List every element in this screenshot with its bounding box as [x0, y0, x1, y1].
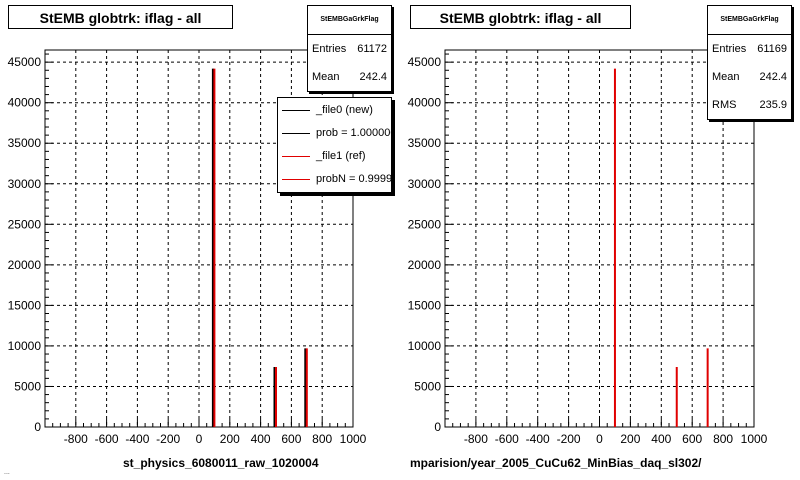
x-tick-label: 0: [196, 432, 203, 446]
y-tick-label: 20000: [8, 258, 42, 272]
y-tick-label: 45000: [408, 55, 442, 69]
x-tick-label: -200: [557, 432, 581, 446]
histogram-bar: [273, 367, 276, 427]
stats-value: 61169: [757, 43, 787, 55]
stats-row-mean: Mean 242.4: [708, 63, 791, 91]
x-tick-label: -400: [125, 432, 149, 446]
y-tick-label: 10000: [8, 339, 42, 353]
histogram-plot-right: -800 -600 -400 -200 0 200 400 600 800 10000500010…: [408, 49, 768, 446]
histogram-title: StEMB globtrk: iflag - all: [410, 5, 631, 29]
stats-value: 242.4: [359, 71, 387, 83]
histogram-panel-right: -800 -600 -400 -200 0 200 400 600 800 1000 0 5000 10…: [400, 0, 800, 480]
y-tick-label: 5000: [14, 379, 41, 393]
x-tick-label: 0: [596, 432, 603, 446]
stats-label: Mean: [312, 71, 340, 83]
histogram-title: StEMB globtrk: iflag - all: [8, 5, 233, 29]
histogram-bar: [305, 348, 308, 427]
legend-label: probN = 0.999970: [316, 173, 392, 185]
legend-entry-file0: _file0 (new): [278, 100, 373, 120]
x-tick-label: 1000: [340, 432, 367, 446]
x-tick-label: -800: [64, 432, 88, 446]
stats-box: StEMBGaGrkFlag Entries 61169 Mean 242.4 …: [707, 5, 792, 120]
x-tick-label: -200: [156, 432, 180, 446]
stats-row-entries: Entries 61172: [308, 35, 391, 63]
histogram-bar: [213, 68, 216, 427]
stats-box: StEMBGaGrkFlag Entries 61172 Mean 242.4: [307, 5, 392, 92]
x-tick-label: -600: [95, 432, 119, 446]
y-tick-label: 25000: [408, 217, 442, 231]
legend-line-icon: [282, 132, 310, 134]
x-tick-label: 400: [251, 432, 271, 446]
stats-label: Entries: [312, 43, 347, 55]
histogram-bar: [613, 68, 616, 427]
y-tick-label: 0: [434, 420, 441, 434]
x-tick-label: 400: [651, 432, 671, 446]
histogram-bar: [211, 68, 214, 427]
x-tick-label: 200: [220, 432, 240, 446]
legend-box: _file0 (new) prob = 1.000000 _file1 (ref…: [277, 97, 392, 193]
x-tick-label: 600: [682, 432, 702, 446]
y-tick-label: 35000: [408, 136, 442, 150]
legend-label: _file1 (ref): [316, 150, 366, 162]
stats-name: StEMBGaGrkFlag: [308, 6, 391, 35]
grid: [445, 50, 754, 427]
histogram-plot-left: -800 -600 -400 -200 0 200 400 600 800 10000500010…: [8, 49, 367, 446]
histogram-panel-left: -800 -600 -400 -200 0 200 400 600 800 1000 0 5000 10…: [4, 5, 392, 476]
stats-label: Entries: [712, 43, 747, 55]
legend-entry-probn: probN = 0.999970: [278, 169, 392, 189]
y-tick-label: 10000: [408, 339, 442, 353]
stats-label: RMS: [712, 99, 737, 111]
x-tick-label: 200: [620, 432, 640, 446]
x-tick-label: 600: [281, 432, 301, 446]
series-0: [613, 68, 709, 427]
histogram-bar: [275, 367, 277, 427]
y-tick-label: 15000: [408, 298, 442, 312]
legend-entry-file1: _file1 (ref): [278, 146, 366, 166]
legend-label: prob = 1.000000: [316, 127, 392, 139]
footer-label: ...: [4, 469, 10, 476]
stats-label: Mean: [712, 71, 740, 83]
histogram-bar: [675, 367, 678, 427]
y-tick-label: 30000: [408, 177, 442, 191]
histogram-bar: [706, 348, 709, 427]
stats-value: 61172: [357, 43, 387, 55]
legend-line-icon: [282, 178, 310, 180]
x-tick-label: 800: [713, 432, 733, 446]
legend-line-icon: [282, 155, 310, 157]
x-tick-label: -800: [464, 432, 488, 446]
y-tick-label: 20000: [408, 258, 442, 272]
y-tick-label: 35000: [8, 136, 42, 150]
grid: [45, 50, 353, 427]
series-1: [213, 68, 308, 427]
series-0: [211, 68, 307, 427]
x-tick-label: 800: [312, 432, 332, 446]
legend-entry-prob: prob = 1.000000: [278, 123, 392, 143]
stats-value: 235.9: [759, 99, 787, 111]
stats-row-entries: Entries 61169: [708, 35, 791, 63]
stats-row-rms: RMS 235.9: [708, 91, 791, 119]
y-tick-label: 45000: [8, 55, 42, 69]
y-tick-label: 40000: [408, 96, 442, 110]
y-tick-label: 25000: [8, 217, 42, 231]
legend-label: _file0 (new): [316, 104, 373, 116]
y-tick-label: 30000: [8, 177, 42, 191]
stats-name: StEMBGaGrkFlag: [708, 6, 791, 35]
y-tick-label: 5000: [414, 379, 441, 393]
x-tick-label: 1000: [741, 432, 768, 446]
x-tick-label: -400: [526, 432, 550, 446]
stats-value: 242.4: [759, 71, 787, 83]
file-label: st_physics_6080011_raw_1020004: [123, 456, 319, 470]
legend-line-icon: [282, 109, 310, 111]
stats-row-mean: Mean 242.4: [308, 63, 391, 91]
x-tick-label: -600: [495, 432, 519, 446]
y-tick-label: 0: [34, 420, 41, 434]
y-tick-label: 40000: [8, 96, 42, 110]
histogram-bar: [304, 348, 307, 427]
y-tick-label: 15000: [8, 298, 42, 312]
file-label: mparision/year_2005_CuCu62_MinBias_daq_s…: [410, 456, 702, 470]
